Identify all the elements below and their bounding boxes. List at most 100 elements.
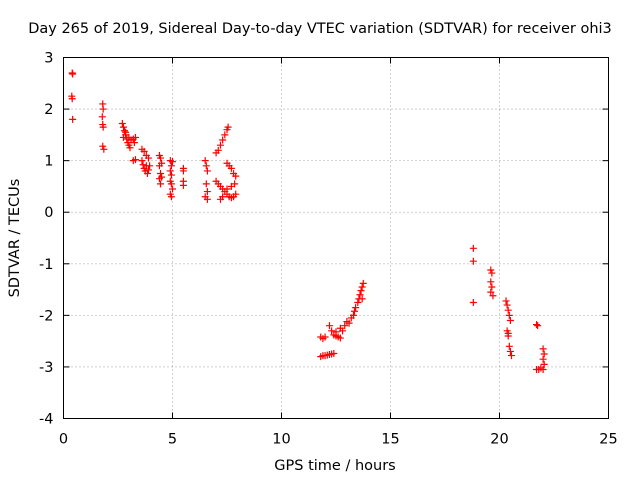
y-tick-label: -3	[39, 360, 53, 376]
data-point	[325, 322, 333, 330]
data-point	[167, 162, 175, 170]
data-point	[145, 154, 153, 162]
data-point	[504, 306, 512, 314]
y-tick-label: -4	[39, 412, 53, 428]
data-point	[139, 161, 147, 169]
data-point	[506, 317, 514, 325]
data-point	[469, 244, 477, 252]
data-point	[201, 157, 209, 165]
data-point	[118, 120, 126, 128]
data-point	[69, 115, 77, 123]
data-point	[100, 145, 108, 153]
data-point	[487, 288, 495, 296]
data-point	[336, 334, 344, 342]
data-point	[223, 185, 231, 193]
data-point	[356, 291, 364, 299]
data-point	[219, 136, 227, 144]
data-point	[131, 156, 139, 164]
data-point	[358, 283, 366, 291]
data-point	[506, 347, 514, 355]
data-point	[227, 164, 235, 172]
plot-frame	[63, 57, 609, 419]
data-point	[203, 188, 211, 196]
data-point	[146, 162, 154, 170]
y-tick-label: -1	[39, 257, 53, 273]
data-point	[489, 292, 497, 300]
data-point	[487, 266, 495, 274]
grid-lines	[63, 57, 609, 419]
data-point	[99, 142, 107, 150]
data-point	[504, 329, 512, 337]
data-point	[68, 95, 76, 103]
data-point	[169, 158, 176, 166]
x-tick-label: 5	[168, 432, 177, 448]
data-point	[540, 350, 548, 358]
y-tick-label: -2	[39, 308, 53, 324]
data-point	[214, 146, 222, 154]
x-tick-label: 0	[59, 432, 68, 448]
data-point	[219, 193, 227, 201]
data-point	[99, 123, 107, 131]
data-point	[505, 342, 513, 350]
y-tick-labels: -4 -3 -2 -1 0 1 2 3	[39, 51, 53, 428]
data-point	[332, 328, 340, 336]
data-point	[539, 345, 547, 353]
data-point	[358, 295, 366, 303]
data-point	[157, 154, 165, 162]
data-point	[157, 180, 165, 188]
data-point	[145, 166, 153, 174]
data-point	[202, 180, 210, 188]
data-point	[158, 159, 166, 167]
data-point	[488, 269, 496, 277]
x-tick-label: 15	[381, 432, 399, 448]
data-point	[140, 147, 148, 155]
data-point	[503, 301, 511, 309]
data-point	[166, 167, 174, 175]
data-point	[167, 193, 175, 201]
data-point	[126, 144, 134, 152]
data-point	[169, 185, 176, 193]
data-point	[232, 172, 240, 180]
data-point	[533, 321, 541, 329]
data-point	[122, 128, 130, 136]
data-point	[221, 131, 229, 139]
x-axis-label: GPS time / hours	[274, 458, 395, 474]
data-point	[502, 297, 510, 305]
data-point	[157, 170, 165, 178]
data-point	[488, 283, 496, 291]
data-point	[349, 311, 357, 319]
data-point	[99, 105, 107, 113]
data-point	[352, 304, 360, 312]
data-point	[505, 311, 513, 319]
data-point	[119, 123, 127, 131]
data-point	[216, 141, 224, 149]
data-point	[232, 190, 240, 198]
data-point	[224, 123, 232, 131]
data-point	[345, 319, 353, 327]
data-point	[202, 162, 210, 170]
data-point	[167, 171, 175, 179]
data-points	[68, 69, 548, 374]
y-tick-label: 2	[44, 102, 53, 118]
data-point	[328, 327, 336, 335]
x-tick-label: 25	[599, 432, 617, 448]
data-point	[539, 355, 547, 363]
chart-title: Day 265 of 2019, Sidereal Day-to-day VTE…	[28, 21, 612, 37]
data-point	[357, 287, 365, 295]
data-point	[179, 167, 187, 175]
data-point	[540, 360, 548, 368]
data-point	[130, 139, 138, 147]
y-axis-label: SDTVAR / TECUs	[7, 179, 23, 298]
y-tick-label: 0	[44, 205, 53, 221]
data-point	[131, 133, 139, 141]
data-point	[203, 167, 211, 175]
data-point	[354, 298, 362, 306]
data-point	[321, 333, 329, 341]
x-tick-label: 10	[272, 432, 290, 448]
data-point	[203, 195, 211, 203]
data-point	[98, 113, 106, 121]
data-point	[487, 278, 495, 286]
data-point	[69, 70, 77, 78]
data-point	[143, 170, 151, 178]
